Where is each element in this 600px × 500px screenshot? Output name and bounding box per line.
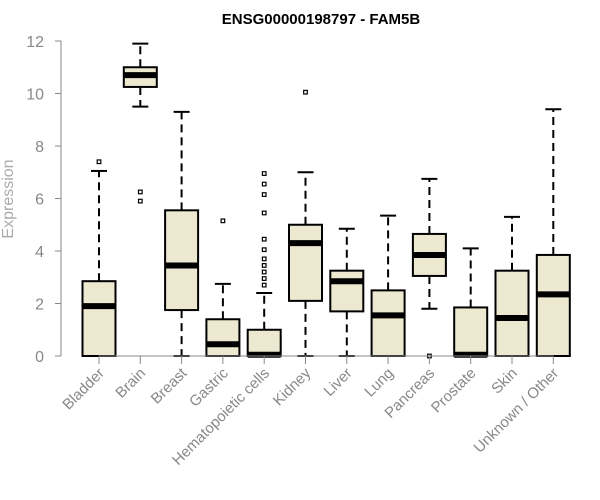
iqr-box — [246, 328, 282, 357]
outlier-point — [303, 89, 308, 95]
y-axis-label: Expression — [0, 159, 17, 238]
y-tick-label: 10 — [26, 87, 44, 104]
box-liver — [329, 227, 365, 357]
iqr-box — [329, 269, 365, 313]
outlier-point — [261, 263, 267, 268]
iqr-box — [164, 209, 200, 312]
outlier-point — [261, 282, 267, 288]
boxes-layer — [81, 42, 571, 359]
box-pancreas — [411, 177, 447, 359]
iqr-box — [370, 289, 406, 357]
x-tick-label: Prostate — [428, 365, 480, 417]
outlier-point — [261, 256, 267, 262]
outlier-point — [261, 269, 267, 275]
x-tick-label: Lung — [361, 365, 397, 401]
outlier-point — [137, 189, 143, 195]
box-unknown-other — [535, 108, 571, 357]
outlier-point — [261, 236, 267, 242]
box-lung — [370, 214, 406, 357]
box-kidney — [288, 89, 323, 357]
y-tick-label: 0 — [35, 349, 44, 366]
outlier-point — [137, 198, 143, 204]
y-tick-label: 2 — [35, 297, 44, 314]
outlier-point — [261, 276, 267, 281]
x-tick-label: Kidney — [270, 364, 315, 409]
x-tick-label: Brain — [112, 365, 149, 402]
outlier-point — [96, 159, 102, 165]
box-prostate — [453, 247, 489, 358]
box-hematopoietic-cells — [246, 171, 282, 358]
outlier-point — [261, 171, 267, 176]
x-tick-label: Breast — [148, 364, 191, 407]
box-brain — [122, 42, 158, 204]
y-tick-label: 4 — [35, 244, 44, 261]
y-tick-label: 12 — [26, 34, 44, 51]
outlier-point — [261, 192, 267, 197]
y-tick-label: 8 — [35, 139, 44, 156]
chart-title: ENSG00000198797 - FAM5B — [222, 11, 421, 28]
box-gastric — [205, 218, 241, 357]
outlier-point — [220, 218, 226, 224]
outlier-point — [261, 210, 267, 216]
iqr-box — [205, 318, 241, 357]
iqr-box — [535, 253, 571, 357]
outlier-point — [261, 247, 267, 253]
x-tick-label: Skin — [488, 365, 521, 398]
box-skin — [494, 215, 530, 357]
y-axis: 0 2 4 6 8 10 12 — [26, 34, 62, 366]
x-tick-label: Bladder — [59, 365, 108, 414]
y-tick-label: 6 — [35, 192, 44, 209]
iqr-box — [453, 306, 489, 357]
iqr-box — [288, 223, 323, 302]
iqr-box — [494, 269, 530, 357]
box-breast — [164, 110, 200, 357]
x-tick-label: Liver — [321, 365, 356, 400]
iqr-box — [81, 280, 117, 357]
outlier-point — [261, 181, 267, 187]
box-bladder — [81, 159, 117, 357]
